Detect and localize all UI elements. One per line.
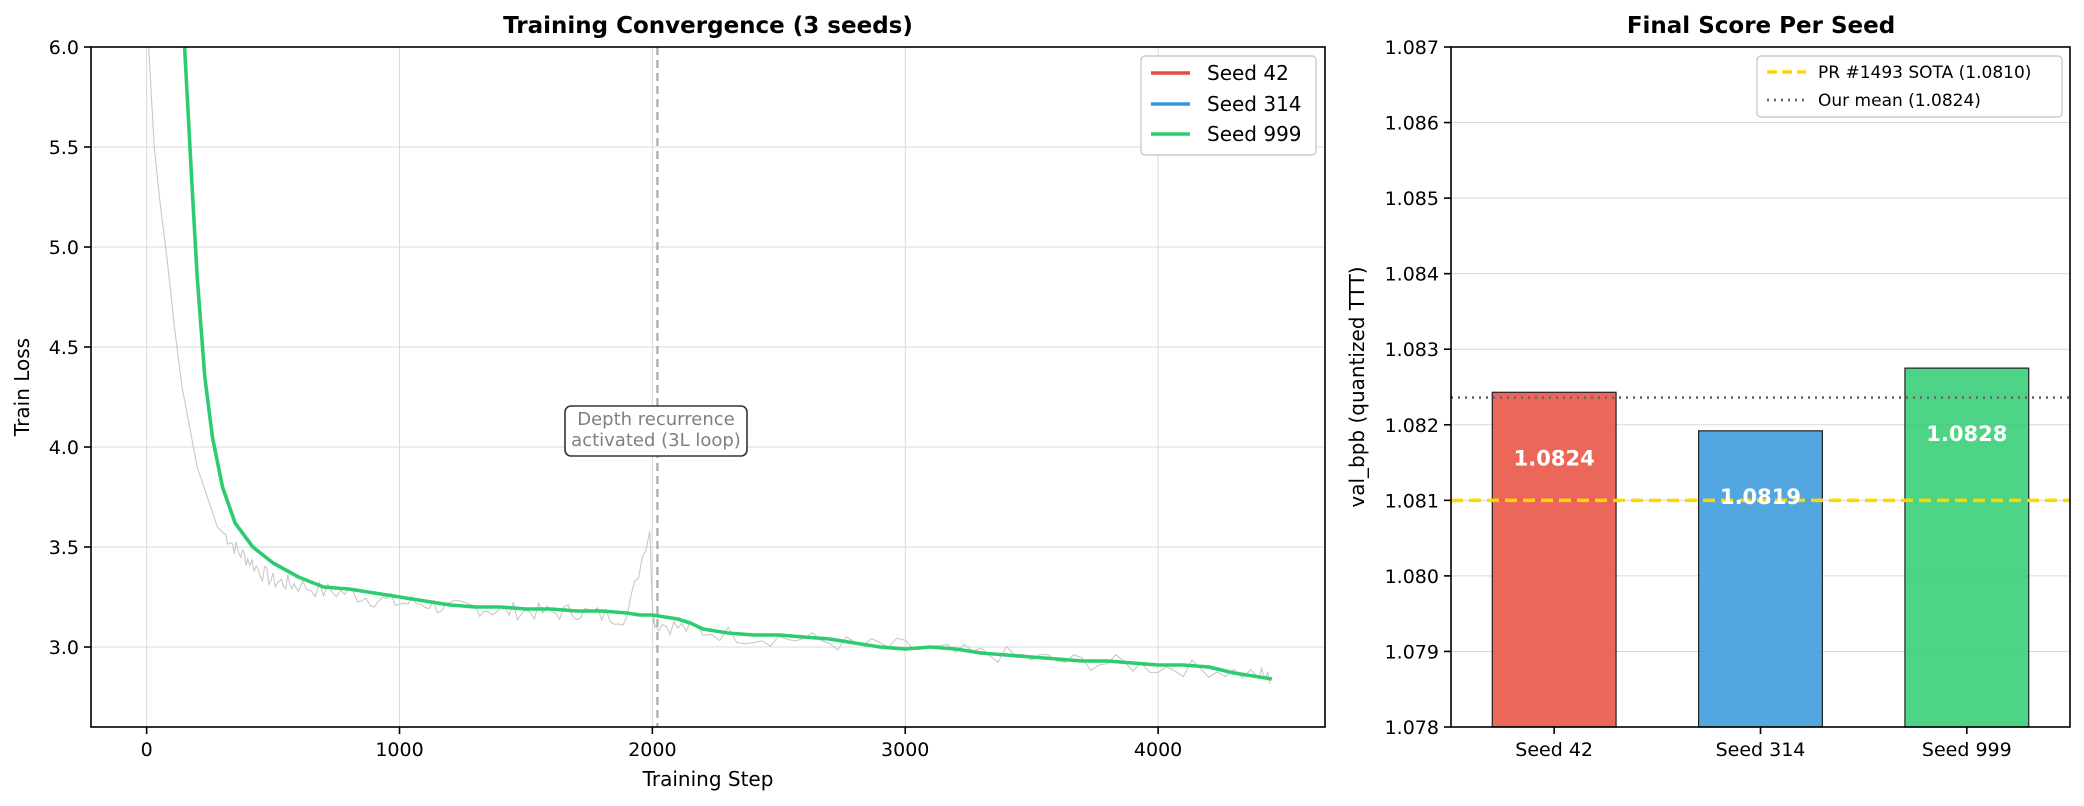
bar-seed-314 (1697, 430, 1823, 728)
legend-label-seed-314: Seed 314 (1207, 92, 1302, 116)
series-line-seed-999 (182, 47, 1273, 681)
legend-label-seed-42: Seed 42 (1207, 61, 1289, 85)
right-y-tick-label: 1.081 (1385, 490, 1439, 512)
legend-label-our-mean: Our mean (1.0824) (1818, 91, 1981, 111)
right-y-tick-label: 1.079 (1385, 641, 1439, 663)
left-x-tick-label: 4000 (1134, 739, 1182, 761)
bar-seed-42 (1491, 391, 1617, 728)
left-x-axis-label: Training Step (642, 767, 774, 791)
left-y-tick-label: 6.0 (49, 37, 79, 59)
depth-recurrence-annotation: Depth recurrence activated (3L loop) (564, 405, 748, 457)
left-x-tick-label: 1000 (375, 739, 423, 761)
right-y-tick-label: 1.080 (1385, 566, 1439, 588)
right-y-axis-label: val_bpb (quantized TTT) (1345, 266, 1369, 507)
bar-value-label: 1.0819 (1720, 485, 1801, 509)
right-x-tick-label: Seed 999 (1922, 739, 2012, 761)
bar-seed-999 (1904, 367, 2030, 728)
training-convergence-chart: Training Convergence (3 seeds) 0 1000 2000… (10, 13, 1326, 791)
right-y-tick-label: 1.086 (1385, 113, 1439, 135)
legend-label-seed-999: Seed 999 (1207, 122, 1302, 146)
left-y-tick-label: 4.5 (49, 337, 79, 359)
left-x-tick-label: 0 (141, 739, 153, 761)
left-chart-title: Training Convergence (3 seeds) (503, 13, 913, 39)
left-y-tick-label: 3.5 (49, 537, 79, 559)
bar-value-label: 1.0828 (1926, 422, 2007, 446)
bar-value-label: 1.0824 (1514, 446, 1595, 470)
left-legend: Seed 42 Seed 314 Seed 999 (1140, 55, 1317, 156)
raw-loss-trace (148, 47, 1271, 685)
annotation-line-1: Depth recurrence (577, 409, 734, 430)
left-y-tick-label: 3.0 (49, 637, 79, 659)
left-x-tick-label: 3000 (881, 739, 929, 761)
right-y-tick-label: 1.085 (1385, 188, 1439, 210)
right-legend: PR #1493 SOTA (1.0810) Our mean (1.0824) (1756, 55, 2063, 118)
annotation-line-2: activated (3L loop) (571, 430, 741, 451)
right-chart-title: Final Score Per Seed (1627, 13, 1895, 39)
left-plot-frame (90, 46, 1326, 728)
right-y-tick-label: 1.082 (1385, 415, 1439, 437)
right-y-tick-label: 1.084 (1385, 264, 1439, 286)
right-y-tick-label: 1.078 (1385, 717, 1439, 739)
final-score-chart: Final Score Per Seed 1.08241.08191.0828 … (1345, 13, 2071, 761)
right-x-tick-label: Seed 314 (1716, 739, 1806, 761)
left-x-tick-label: 2000 (628, 739, 676, 761)
left-y-tick-label: 5.5 (49, 137, 79, 159)
left-y-tick-label: 4.0 (49, 437, 79, 459)
left-y-axis-label: Train Loss (10, 338, 34, 437)
legend-label-sota: PR #1493 SOTA (1.0810) (1818, 63, 2031, 83)
right-y-tick-label: 1.087 (1385, 37, 1439, 59)
left-y-tick-label: 5.0 (49, 237, 79, 259)
right-y-tick-label: 1.083 (1385, 339, 1439, 361)
right-x-tick-label: Seed 42 (1515, 739, 1593, 761)
